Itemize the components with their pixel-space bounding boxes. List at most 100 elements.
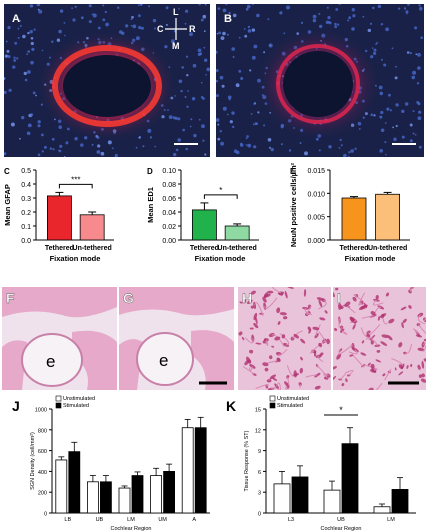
compass-left: C — [157, 24, 164, 34]
y-tick-label: 12 — [255, 428, 261, 434]
bar-tethered — [341, 197, 367, 241]
bar-lb-stimulated — [68, 451, 81, 514]
bar-ub-unstimulated — [87, 481, 99, 514]
bar-un-tethered — [224, 225, 250, 241]
cavity-label-f: e — [46, 352, 55, 371]
bar-tethered — [192, 209, 217, 241]
significance-marker: * — [339, 405, 343, 415]
panel-letter-g: G — [123, 290, 134, 306]
cochlear-duct-f — [21, 333, 83, 387]
y-tick-label: 600 — [38, 449, 47, 455]
panel-letter-j: J — [12, 398, 20, 414]
he-image-h: H — [238, 287, 331, 390]
chart-k-tissue-response: K 0 3 6 9 12 15 Tissue Response (% ST) L3 UB LM Coc… — [226, 395, 416, 532]
legend-swatch — [55, 395, 62, 402]
significance-bracket — [58, 183, 93, 189]
panel-b: B — [216, 4, 424, 157]
legend-label: Stimulated — [63, 403, 89, 409]
chart-e-neun: E 0.000 0.005 0.010 0.015 NeuN positive cells… — [289, 162, 410, 263]
significance-marker: * — [219, 186, 222, 195]
chart-d-ed1: D 0.00 0.02 0.04 0.06 0.08 0.10 Mean ED1 Tethere… — [146, 167, 259, 263]
panel-f: e F — [2, 287, 117, 390]
significance-bracket — [203, 194, 238, 199]
y-tick-label: 0.4 — [21, 182, 31, 189]
x-tick-label: UM — [158, 517, 167, 523]
bar-um-unstimulated — [150, 475, 163, 514]
x-axis-label: Cochlear Region — [321, 526, 362, 532]
y-tick-label: 6 — [258, 470, 261, 476]
legend-swatch — [269, 402, 276, 409]
y-tick-label: 0.015 — [307, 168, 325, 175]
compass-icon: L C R M — [157, 7, 196, 51]
cavity-label-g: e — [159, 351, 168, 370]
x-tick-label: Tethered — [339, 245, 368, 252]
bar-un-tethered — [375, 193, 400, 241]
bar-un-tethered — [79, 214, 105, 241]
panel-a: A L C R M — [4, 4, 210, 157]
y-tick-label: 0.005 — [307, 215, 325, 222]
legend-swatch — [55, 402, 62, 409]
x-axis-label: Cochlear Region — [111, 526, 152, 532]
panel-h: H — [238, 287, 331, 390]
bar-l3-unstimulated — [273, 483, 291, 514]
y-tick-label: 0.000 — [307, 238, 325, 245]
bar-ub-unstimulated — [323, 489, 341, 514]
y-tick-label: 3 — [258, 491, 261, 497]
y-axis-label: SGN Density (cell/mm²) — [30, 432, 36, 490]
x-tick-label: Un-tethered — [73, 245, 112, 252]
he-image-f: e F — [2, 287, 117, 390]
y-tick-label: 0.08 — [162, 182, 176, 189]
bar-l3-stimulated — [291, 476, 309, 514]
y-axis-label: NeuN positive cells/µm² — [289, 162, 298, 247]
y-tick-label: 0.3 — [21, 196, 31, 203]
y-tick-label: 0 — [258, 512, 261, 518]
panel-letter-e: E — [290, 167, 296, 176]
bar-a-stimulated — [194, 427, 207, 514]
y-tick-label: 400 — [38, 470, 47, 476]
panel-letter-k: K — [226, 398, 236, 414]
panel-letter-i: I — [337, 290, 341, 306]
x-tick-label: Tethered — [190, 245, 219, 252]
legend-label: Unstimulated — [277, 396, 309, 402]
bar-a-unstimulated — [181, 427, 194, 514]
y-axis-label: Mean GFAP — [3, 184, 12, 226]
y-tick-label: 0 — [44, 512, 47, 518]
y-axis-label: Mean ED1 — [146, 187, 155, 223]
x-tick-label: LB — [64, 517, 71, 523]
compass-right: R — [189, 24, 196, 34]
x-tick-label: Tethered — [45, 245, 74, 252]
legend-label: Stimulated — [277, 403, 303, 409]
x-tick-label: LM — [387, 517, 395, 523]
lesion-cavity-b — [283, 51, 353, 117]
y-tick-label: 0.04 — [162, 210, 176, 217]
bar-lm-stimulated — [391, 489, 409, 514]
he-image-i: I — [333, 287, 426, 390]
y-tick-label: 1000 — [35, 408, 47, 414]
lesion-cavity-a — [63, 55, 151, 117]
bar-lb-unstimulated — [55, 459, 68, 514]
chart-c-gfap: C 0.0 0.1 0.2 0.3 0.4 0.5 Mean GFAP TetheredUn-t… — [3, 167, 114, 263]
panel-letter-f: F — [6, 290, 15, 306]
fluorescence-image-b: B — [216, 4, 424, 157]
panel-letter-c: C — [4, 167, 10, 176]
panel-letter-d: D — [147, 167, 153, 176]
fluorescence-image-a: A L C R M — [4, 4, 210, 157]
bar-lm-stimulated — [131, 475, 144, 514]
x-tick-label: L3 — [288, 517, 294, 523]
y-tick-label: 0.1 — [21, 224, 31, 231]
x-axis-label: Fixation mode — [195, 254, 246, 263]
panel-letter-a: A — [12, 13, 20, 25]
y-tick-label: 0.00 — [162, 238, 176, 245]
bar-ub-stimulated — [341, 443, 359, 514]
bar-tethered — [47, 195, 72, 241]
legend-label: Unstimulated — [63, 396, 95, 402]
y-tick-label: 0.010 — [307, 191, 325, 198]
x-axis-label: Fixation mode — [345, 254, 396, 263]
bar-lm-unstimulated — [118, 487, 131, 514]
x-tick-label: UB — [337, 517, 345, 523]
y-tick-label: 800 — [38, 428, 47, 434]
legend-swatch — [269, 395, 276, 402]
y-tick-label: 0.06 — [162, 196, 176, 203]
bar-um-stimulated — [163, 471, 176, 514]
x-tick-label: Un-tethered — [368, 245, 407, 252]
